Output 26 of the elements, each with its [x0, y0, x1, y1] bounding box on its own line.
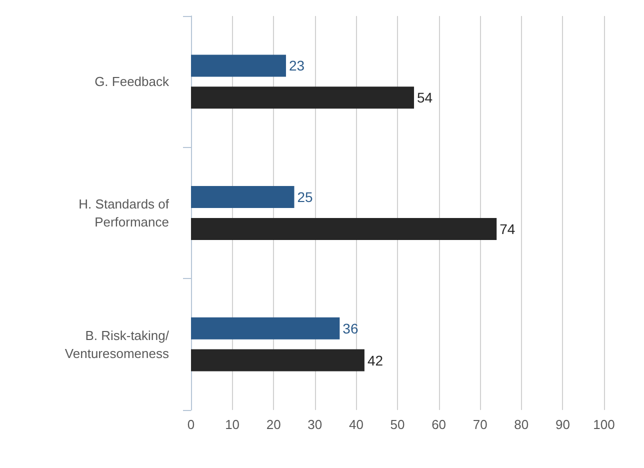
bar [191, 86, 414, 109]
x-tick-label: 90 [555, 417, 570, 432]
bar [191, 349, 364, 372]
bar [191, 317, 340, 340]
y-tick-label: G. Feedback [94, 74, 170, 90]
data-label: 54 [417, 90, 433, 106]
x-tick-label: 60 [432, 417, 446, 432]
data-label: 25 [297, 189, 314, 206]
data-label: 74 [500, 220, 516, 237]
x-tick-label: 20 [266, 417, 281, 432]
bar [191, 218, 497, 240]
x-tick-label: 50 [390, 417, 405, 432]
x-tick-label: 30 [308, 417, 322, 432]
x-tick-label: 10 [225, 417, 240, 432]
x-tick-label: 80 [514, 417, 529, 432]
data-label: 36 [342, 320, 358, 336]
x-tick-label: 0 [187, 417, 195, 432]
bar [191, 54, 286, 77]
data-label: 42 [367, 352, 384, 368]
data-label: 23 [288, 58, 305, 74]
x-tick-label: 70 [472, 417, 488, 432]
x-tick-label: 100 [593, 417, 615, 432]
y-tick-label: B. Risk-taking/ Venturesomeness [64, 328, 170, 361]
x-tick-label: 40 [348, 417, 364, 432]
y-tick-label: H. Standards of Performance [78, 196, 170, 230]
bar [191, 186, 294, 208]
